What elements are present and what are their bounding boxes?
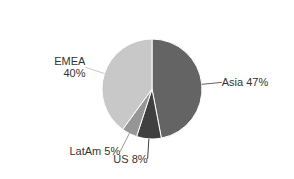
svg-text:LatAm 5%: LatAm 5%	[69, 145, 120, 157]
svg-text:Asia 47%: Asia 47%	[222, 76, 269, 88]
svg-text:EMEA40%: EMEA40%	[54, 55, 86, 79]
svg-text:US 8%: US 8%	[113, 152, 148, 165]
